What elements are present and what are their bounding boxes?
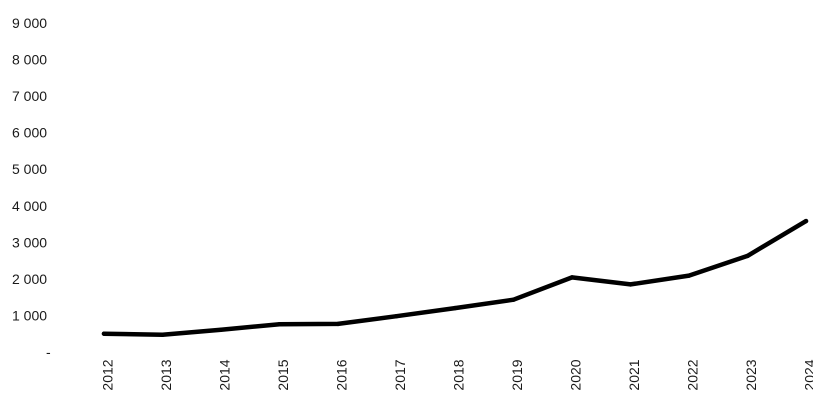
x-tick-label: 2022 [685,359,701,390]
x-tick-label: 2019 [509,359,525,390]
data-point [160,332,165,337]
y-tick-label: 8 000 [12,52,47,68]
data-point [803,218,809,224]
x-tick-label: 2017 [392,359,408,390]
data-point [686,273,692,278]
x-tick-label: 2015 [275,359,291,390]
series-layer [101,218,809,338]
y-tick-label: 4 000 [12,198,47,214]
data-point [335,321,341,327]
y-tick-label: 3 000 [12,234,47,250]
x-tick-label: 2016 [334,359,350,390]
x-tick-label: 2018 [451,359,467,390]
data-point [218,327,224,332]
x-axis-tick-labels: 2012 2013 2014 2015 2016 2017 2018 2019 2020 2021… [100,359,813,390]
data-point [277,322,282,327]
series-line [101,218,809,338]
data-point [569,275,575,280]
y-axis-tick-labels: - 1 000 2 000 3 000 4 000 5 000 6 000 7 000 8 00… [12,15,51,360]
x-tick-label: 2020 [568,359,584,390]
y-tick-label: - [46,344,51,360]
x-tick-label: 2013 [158,359,174,390]
data-point [394,314,399,319]
x-tick-label: 2024 [802,359,813,390]
x-tick-label: 2023 [743,359,759,390]
data-point [452,305,458,311]
x-tick-label: 2014 [217,359,233,390]
data-point [745,253,750,259]
data-point [511,297,516,302]
y-tick-label: 1 000 [12,307,47,323]
y-tick-label: 2 000 [12,271,47,287]
data-point [101,331,107,336]
y-tick-label: 5 000 [12,161,47,177]
data-point [628,282,633,287]
x-tick-label: 2021 [626,359,642,390]
y-tick-label: 7 000 [12,88,47,104]
y-tick-label: 9 000 [12,15,47,31]
x-tick-label: 2012 [100,359,116,390]
y-tick-label: 6 000 [12,125,47,141]
